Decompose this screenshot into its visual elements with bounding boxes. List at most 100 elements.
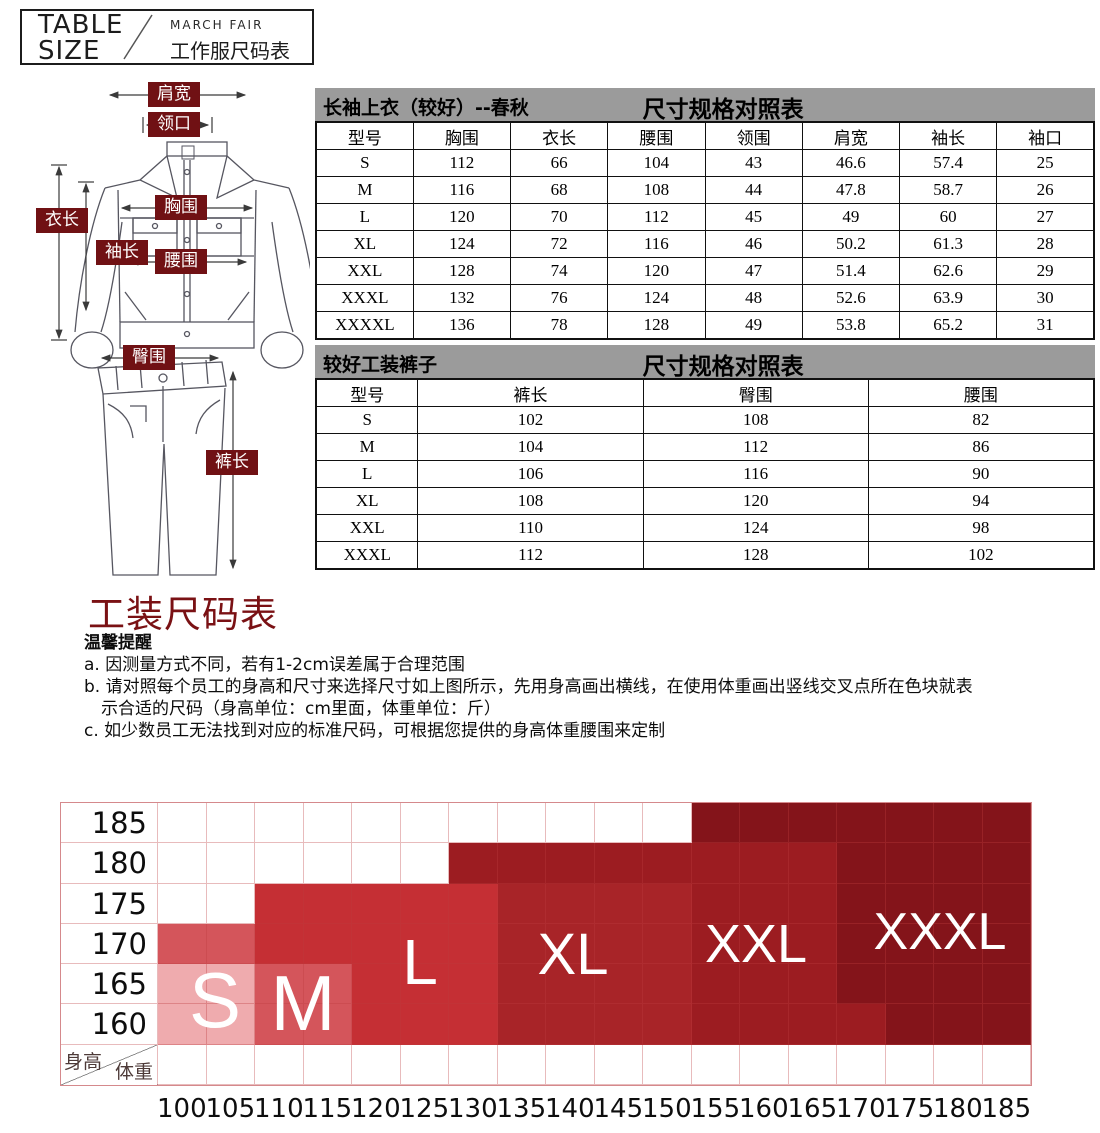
pants-table-header-row: 型号 裤长 臀围 腰围 bbox=[315, 378, 1095, 407]
heatmap-cell bbox=[740, 883, 789, 924]
size-cell: 61.3 bbox=[898, 230, 998, 258]
heatmap-cell bbox=[206, 883, 255, 924]
heatmap-cell bbox=[449, 803, 498, 844]
pants-table-subtitle: 尺寸规格对照表 bbox=[642, 354, 804, 380]
size-row: XL 124 72 116 46 50.2 61.3 28 bbox=[315, 230, 1095, 258]
heatmap-cell bbox=[594, 1004, 643, 1045]
heatmap-cell bbox=[643, 1044, 692, 1086]
heatmap-cell bbox=[546, 1004, 595, 1045]
heatmap-cell bbox=[740, 1004, 789, 1045]
label-waist: 腰围 bbox=[155, 249, 207, 274]
size-cell: 26 bbox=[996, 176, 1095, 204]
size-cell: 66 bbox=[509, 149, 609, 177]
heatmap-cell bbox=[449, 843, 498, 884]
pants-table-title: 较好工装裤子 bbox=[323, 354, 438, 376]
heatmap-cell bbox=[740, 1044, 789, 1086]
size-row: L 106 116 90 bbox=[315, 460, 1095, 488]
size-cell: 112 bbox=[642, 433, 869, 461]
heatmap-cell bbox=[691, 1004, 740, 1045]
size-cell: 132 bbox=[412, 284, 512, 312]
size-cell: 50.2 bbox=[801, 230, 901, 258]
heatmap-cell bbox=[497, 1004, 546, 1045]
heatmap-cell bbox=[982, 1044, 1031, 1086]
heatmap-cell bbox=[206, 923, 255, 965]
heatmap-cell bbox=[400, 803, 449, 844]
column-header: 衣长 bbox=[509, 121, 609, 150]
size-cell: 124 bbox=[412, 230, 512, 258]
size-cell: 28 bbox=[996, 230, 1095, 258]
heatmap-cell bbox=[594, 883, 643, 924]
label-sleeve-length: 袖长 bbox=[96, 240, 148, 265]
column-header: 腰围 bbox=[867, 378, 1095, 407]
size-row: XXXL 112 128 102 bbox=[315, 541, 1095, 570]
heatmap-cell bbox=[934, 883, 983, 924]
heatmap-cell bbox=[934, 1044, 983, 1086]
size-cell: 78 bbox=[509, 311, 609, 340]
size-cell: 128 bbox=[607, 311, 706, 340]
heatmap-cell bbox=[788, 843, 837, 884]
heatmap-cell bbox=[837, 883, 886, 924]
heatmap-cell bbox=[691, 883, 740, 924]
label-jacket-length: 衣长 bbox=[36, 208, 88, 233]
size-cell: XL bbox=[315, 487, 419, 515]
heatmap-cell bbox=[885, 964, 934, 1005]
y-axis-label: 165 bbox=[61, 964, 158, 1005]
size-row: XXXXL 136 78 128 49 53.8 65.2 31 bbox=[315, 311, 1095, 340]
notes-block: 温馨提醒 a. 因测量方式不同，若有1-2cm误差属于合理范围 b. 请对照每个… bbox=[84, 632, 1064, 742]
size-region-label: M bbox=[270, 959, 336, 1047]
heatmap-cell bbox=[303, 923, 352, 965]
heatmap-cell bbox=[594, 1044, 643, 1086]
heatmap-cell bbox=[885, 923, 934, 965]
heatmap-cell bbox=[400, 1004, 449, 1045]
size-cell: 128 bbox=[642, 541, 869, 570]
heatmap-cell bbox=[885, 1044, 934, 1086]
column-header: 袖长 bbox=[898, 121, 998, 150]
heatmap-cell bbox=[837, 923, 886, 965]
note-line: c. 如少数员工无法找到对应的标准尺码，可根据您提供的身高体重腰围来定制 bbox=[84, 721, 666, 741]
heatmap-cell bbox=[352, 843, 401, 884]
size-cell: 47.8 bbox=[801, 176, 901, 204]
notice-title: 温馨提醒 bbox=[84, 633, 152, 653]
heatmap-cell bbox=[934, 964, 983, 1005]
size-cell: 102 bbox=[867, 541, 1095, 570]
size-cell: 124 bbox=[642, 514, 869, 542]
heatmap-cell bbox=[885, 843, 934, 884]
heatmap-cell bbox=[788, 964, 837, 1005]
heatmap-cell bbox=[449, 1004, 498, 1045]
heatmap-cell bbox=[788, 1044, 837, 1086]
heatmap-cell bbox=[837, 843, 886, 884]
heatmap-grid: 185 180 175 170 165 160 身高 体重 bbox=[60, 802, 1032, 1087]
size-cell: 63.9 bbox=[898, 284, 998, 312]
size-cell: 25 bbox=[996, 149, 1095, 177]
heatmap-cell bbox=[206, 1004, 255, 1045]
size-cell: 112 bbox=[412, 149, 512, 177]
brand-box: TABLE SIZE MARCH FAIR 工作服尺码表 bbox=[20, 9, 314, 65]
size-cell: XXL bbox=[315, 257, 414, 285]
heatmap-cell bbox=[255, 964, 304, 1005]
heatmap-cell bbox=[158, 883, 207, 924]
size-row: L 120 70 112 45 49 60 27 bbox=[315, 203, 1095, 231]
heatmap-cell bbox=[740, 923, 789, 965]
heatmap-cell bbox=[255, 923, 304, 965]
x-axis-label: 160 bbox=[739, 1094, 789, 1125]
heatmap-cell bbox=[691, 1044, 740, 1086]
heatmap-cell bbox=[643, 923, 692, 965]
heatmap-cell bbox=[303, 1004, 352, 1045]
x-axis-label: 100 bbox=[157, 1094, 207, 1125]
size-row: S 102 108 82 bbox=[315, 406, 1095, 434]
heatmap-cell bbox=[691, 803, 740, 844]
heatmap-cell bbox=[158, 843, 207, 884]
size-cell: 102 bbox=[417, 406, 644, 434]
x-axis-label: 125 bbox=[399, 1094, 450, 1125]
x-axis-label: 140 bbox=[545, 1094, 595, 1125]
column-header: 袖口 bbox=[996, 121, 1095, 150]
heatmap-x-axis: 100 105 110 115 120 125 130 135 140 145 150 155 160 1… bbox=[60, 1094, 1032, 1124]
column-header: 胸围 bbox=[412, 121, 512, 150]
size-cell: XXXL bbox=[315, 284, 414, 312]
x-axis-label: 115 bbox=[302, 1094, 353, 1125]
heatmap-cell bbox=[255, 1004, 304, 1045]
size-region-label: S bbox=[188, 956, 242, 1044]
size-cell: 94 bbox=[867, 487, 1095, 515]
heatmap-cell bbox=[934, 843, 983, 884]
label-collar: 领口 bbox=[148, 112, 200, 137]
